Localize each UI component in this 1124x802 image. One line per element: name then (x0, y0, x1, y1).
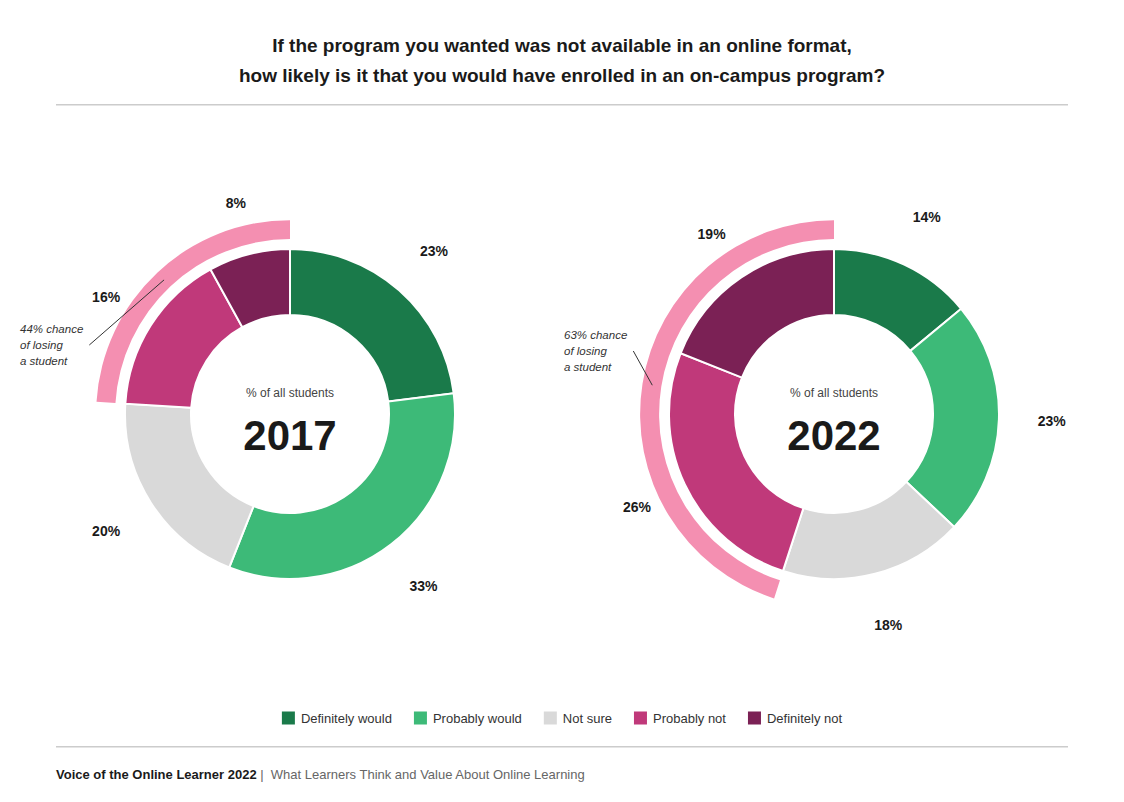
title: If the program you wanted was not availa… (272, 35, 852, 56)
slice (681, 249, 834, 378)
data-label: 23% (420, 243, 449, 259)
legend: Definitely would Probably would Not sure Pr… (282, 711, 843, 726)
data-label: 33% (409, 578, 438, 594)
center-label: % of all students (790, 386, 878, 400)
annotation: a student (564, 361, 612, 373)
legend-item: Probably not (634, 711, 726, 726)
slice (783, 482, 954, 579)
legend-swatch (414, 712, 427, 725)
data-label: 16% (92, 289, 121, 305)
highlight-ring (97, 220, 290, 403)
data-label: 14% (913, 209, 942, 225)
data-label: 20% (92, 523, 121, 539)
legend-label: Definitely would (301, 711, 392, 726)
legend-swatch (282, 712, 295, 725)
legend-swatch (634, 712, 647, 725)
rule (56, 746, 1068, 748)
annotation: 44% chance (20, 323, 83, 335)
legend-label: Probably not (653, 711, 726, 726)
annotation: of losing (564, 345, 607, 357)
footer: Voice of the Online Learner 2022 (56, 767, 257, 782)
subtitle: how likely is it that you would have enr… (239, 65, 885, 86)
chart-root: If the program you wanted was not availa… (0, 0, 1124, 802)
center-title: 2022 (787, 412, 880, 459)
annotation-line (89, 280, 164, 345)
legend-label: Probably would (433, 711, 522, 726)
annotation: 63% chance (564, 329, 627, 341)
donut: % of all students 2022 14% 23% 18% 26% 19% 63% … (564, 209, 1066, 633)
slice (211, 249, 290, 327)
rule (56, 104, 1068, 106)
data-label: 19% (698, 226, 727, 242)
legend-swatch (544, 712, 557, 725)
center-label: % of all students (246, 386, 334, 400)
legend-swatch (748, 712, 761, 725)
slice (229, 393, 455, 579)
annotation: of losing (20, 339, 63, 351)
center-title: 2017 (243, 412, 336, 459)
donut: % of all students 2017 23% 33% 20% 16% 8% 44% c… (20, 195, 455, 594)
legend-item: Definitely not (748, 711, 843, 726)
legend-label: Definitely not (767, 711, 843, 726)
slice (125, 404, 254, 568)
legend-item: Not sure (544, 711, 612, 726)
annotation: a student (20, 355, 68, 367)
slice (290, 249, 454, 402)
data-label: 23% (1038, 413, 1067, 429)
data-label: 26% (623, 499, 652, 515)
data-label: 18% (874, 617, 903, 633)
highlight-ring (640, 220, 834, 598)
data-label: 8% (226, 195, 247, 211)
footer: | What Learners Think and Value About On… (257, 767, 585, 782)
legend-item: Probably would (414, 711, 522, 726)
annotation-line (633, 351, 652, 385)
legend-label: Not sure (563, 711, 612, 726)
legend-item: Definitely would (282, 711, 392, 726)
